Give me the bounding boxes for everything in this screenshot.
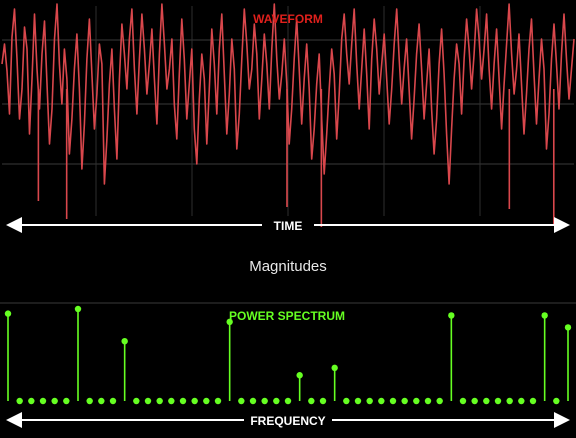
spectrum-point-44	[518, 397, 525, 405]
spectrum-point-16	[191, 397, 198, 405]
spectrum-panel: POWER SPECTRUM FREQUENCY	[0, 302, 576, 429]
spectrum-point-5	[63, 397, 70, 405]
spectrum-point-20	[238, 397, 245, 405]
spectrum-point-29	[343, 397, 350, 405]
spectrum-peak-10	[121, 338, 128, 345]
spectrum-point-35	[413, 397, 420, 405]
spectrum-point-36	[424, 397, 432, 405]
spectrum-point-9	[109, 397, 117, 405]
frequency-label-backdrop	[244, 411, 332, 429]
time-axis-label: TIME	[274, 219, 303, 233]
waveform-title: WAVEFORM	[253, 12, 323, 26]
spectrum-peak-25	[296, 372, 303, 379]
spectrum-peak-19	[226, 318, 233, 326]
spectrum-point-14	[168, 397, 175, 405]
time-label-backdrop	[262, 216, 314, 234]
spectrum-point-18	[214, 397, 222, 405]
spectrum-peak-48	[564, 324, 572, 331]
spectrum-point-22	[261, 397, 268, 405]
spectrum-point-1	[16, 397, 23, 405]
spectrum-point-33	[389, 397, 397, 405]
spectrum-point-40	[471, 397, 478, 405]
spectrum-point-43	[506, 397, 513, 405]
spectrum-stems	[4, 305, 572, 405]
spectrum-peak-38	[448, 312, 455, 319]
magnitudes-label: Magnitudes	[249, 258, 327, 275]
spectrum-point-42	[494, 397, 502, 405]
spectrum-point-17	[203, 397, 210, 405]
spectrum-point-30	[354, 397, 362, 405]
spectrum-point-15	[179, 397, 187, 405]
spectrum-point-7	[86, 397, 93, 405]
spectrum-point-24	[284, 397, 292, 405]
spectrum-point-39	[459, 397, 467, 405]
spectrum-point-13	[156, 397, 163, 405]
spectrum-point-37	[436, 397, 443, 405]
spectrum-peak-6	[74, 305, 82, 313]
spectrum-peak-28	[331, 364, 338, 372]
spectrum-point-34	[401, 397, 408, 405]
waveform-line	[1, 3, 575, 185]
spectrum-point-31	[366, 397, 373, 405]
spectrum-point-23	[273, 397, 280, 405]
spectrum-point-2	[28, 397, 35, 405]
frequency-axis-label: FREQUENCY	[250, 414, 325, 428]
spectrum-peak-46	[541, 312, 548, 319]
spectrum-peak-0	[4, 310, 12, 317]
waveform-dips	[37, 89, 555, 227]
spectrum-point-8	[98, 397, 105, 405]
spectrum-point-45	[529, 397, 537, 405]
spectrum-point-4	[51, 397, 58, 405]
spectrum-point-27	[319, 397, 327, 405]
waveform-panel: WAVEFORM TIME	[1, 3, 575, 234]
spectrum-point-3	[39, 397, 47, 405]
spectrum-title: POWER SPECTRUM	[229, 309, 345, 323]
spectrum-point-11	[133, 397, 140, 405]
spectrum-point-12	[144, 397, 152, 405]
spectrum-point-21	[249, 397, 257, 405]
spectrum-point-26	[308, 397, 315, 405]
spectrum-point-32	[378, 397, 385, 405]
spectrum-point-47	[553, 397, 560, 405]
spectrum-point-41	[483, 397, 490, 405]
